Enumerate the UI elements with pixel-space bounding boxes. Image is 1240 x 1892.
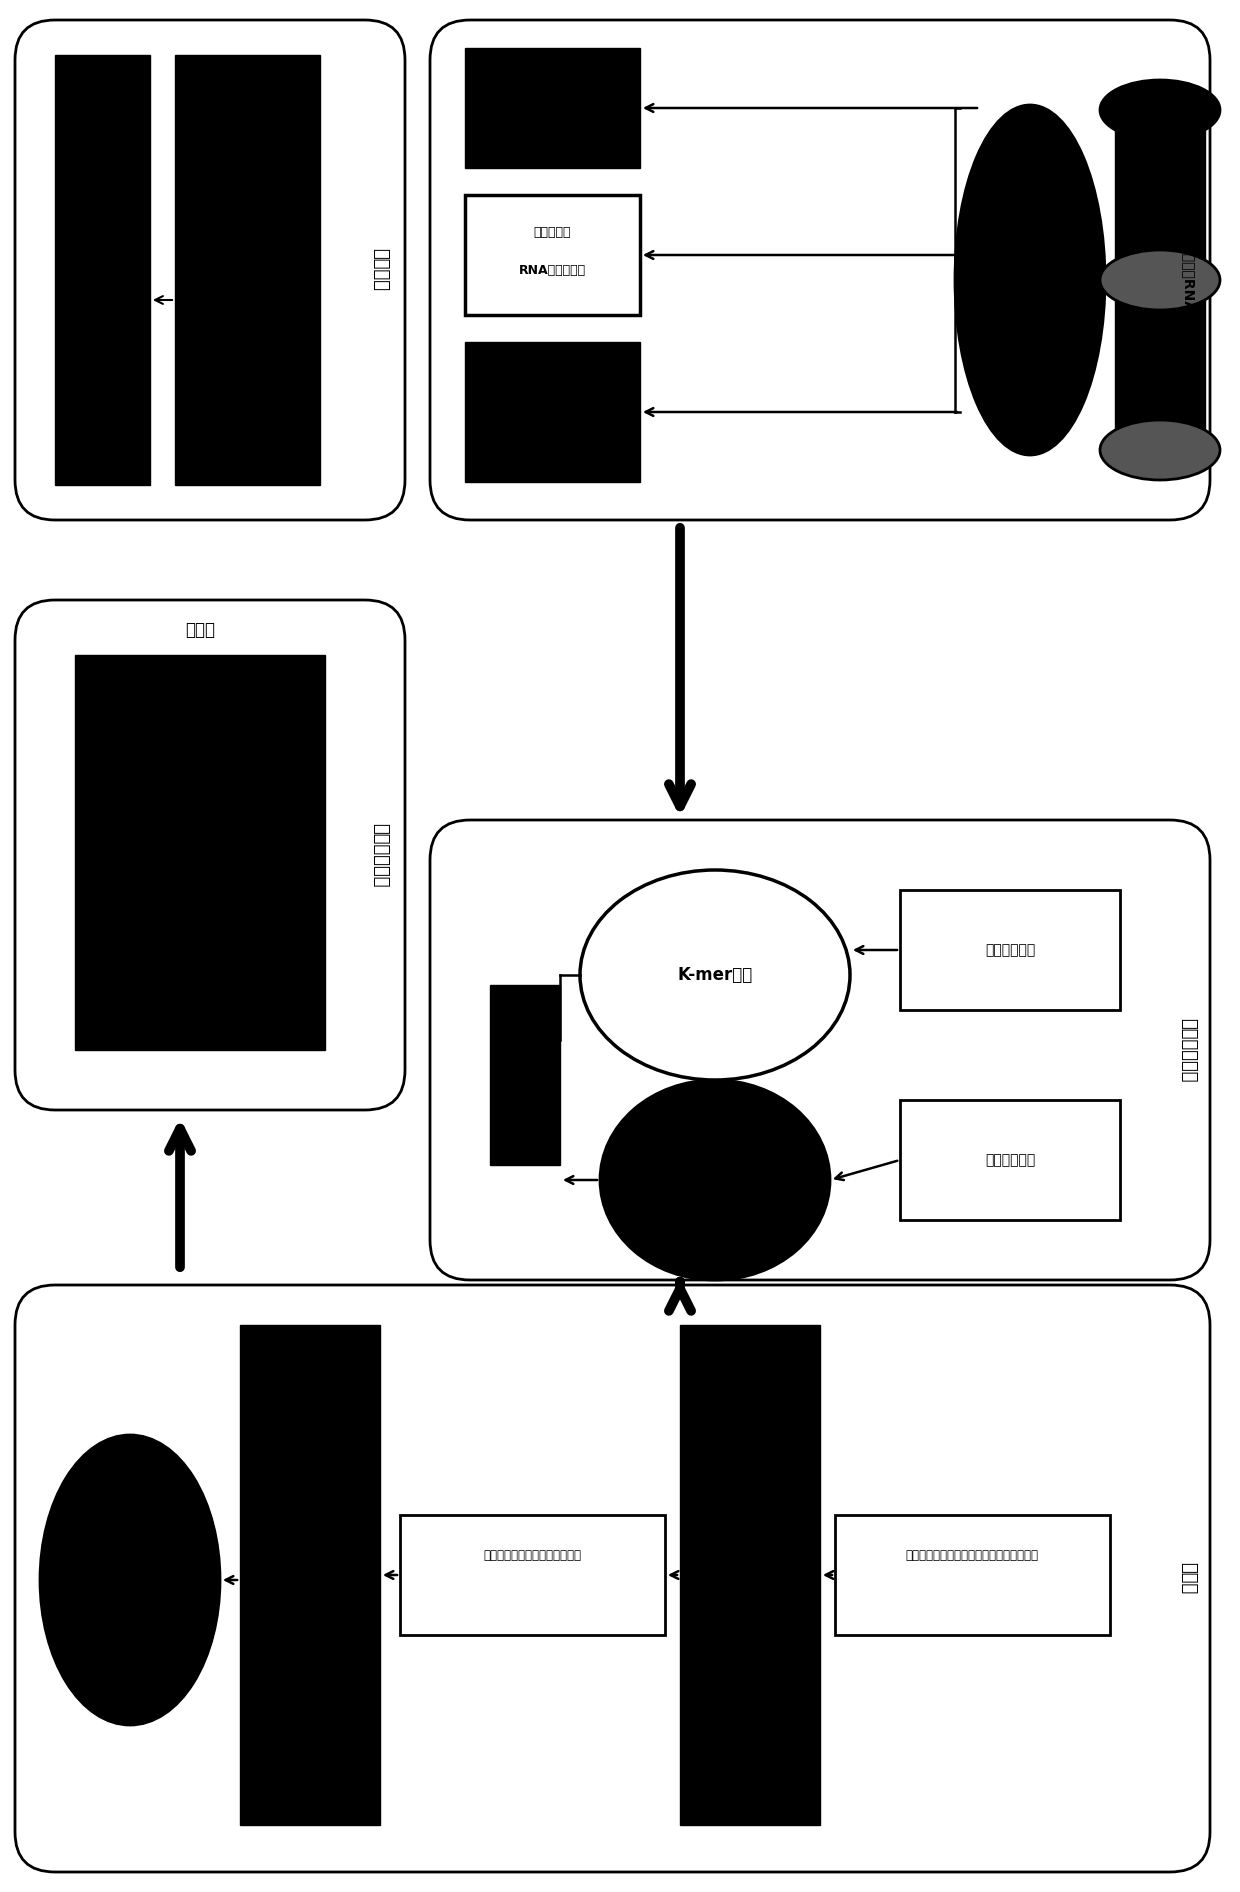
Bar — [401, 1515, 665, 1635]
Text: RNA序列数据库: RNA序列数据库 — [518, 263, 585, 276]
Text: 预测模型训练: 预测模型训练 — [371, 823, 389, 887]
Text: 多特征融合层: 多特征融合层 — [1179, 1018, 1197, 1082]
Ellipse shape — [580, 870, 849, 1080]
Bar — [175, 55, 320, 484]
FancyBboxPatch shape — [430, 21, 1210, 520]
Ellipse shape — [1100, 250, 1220, 310]
Bar — [1115, 110, 1205, 450]
Bar — [490, 986, 560, 1165]
Text: 将数据集按照一定比例分配测试集、训练集: 将数据集按照一定比例分配测试集、训练集 — [905, 1548, 1039, 1561]
Ellipse shape — [1100, 79, 1220, 140]
Text: 序列特征信息: 序列特征信息 — [985, 942, 1035, 957]
Bar — [465, 342, 640, 482]
Ellipse shape — [1100, 420, 1220, 481]
FancyBboxPatch shape — [15, 600, 405, 1111]
Bar — [55, 55, 150, 484]
Text: 数据集: 数据集 — [1179, 1563, 1197, 1595]
Text: 预测器: 预测器 — [185, 621, 215, 639]
Text: 预测结果: 预测结果 — [371, 248, 389, 291]
Text: 结构特征信息: 结构特征信息 — [985, 1152, 1035, 1167]
Bar — [465, 195, 640, 314]
Bar — [835, 1515, 1110, 1635]
Bar — [900, 1099, 1120, 1220]
Bar — [241, 1324, 379, 1826]
Ellipse shape — [955, 104, 1105, 454]
FancyBboxPatch shape — [15, 1285, 1210, 1871]
Ellipse shape — [40, 1434, 219, 1726]
Text: 多特征信息融合的长链非编码RNA亚细胞定位方法: 多特征信息融合的长链非编码RNA亚细胞定位方法 — [1180, 170, 1195, 371]
Bar — [74, 655, 325, 1050]
Bar — [465, 47, 640, 168]
Bar — [680, 1324, 820, 1826]
Text: 长链非编码: 长链非编码 — [533, 227, 570, 240]
Text: 对每一类根据路径进行样本采样: 对每一类根据路径进行样本采样 — [484, 1548, 582, 1561]
Bar — [900, 889, 1120, 1010]
Ellipse shape — [600, 1080, 830, 1281]
Text: K-mer组合: K-mer组合 — [677, 967, 753, 984]
FancyBboxPatch shape — [430, 819, 1210, 1281]
FancyBboxPatch shape — [15, 21, 405, 520]
